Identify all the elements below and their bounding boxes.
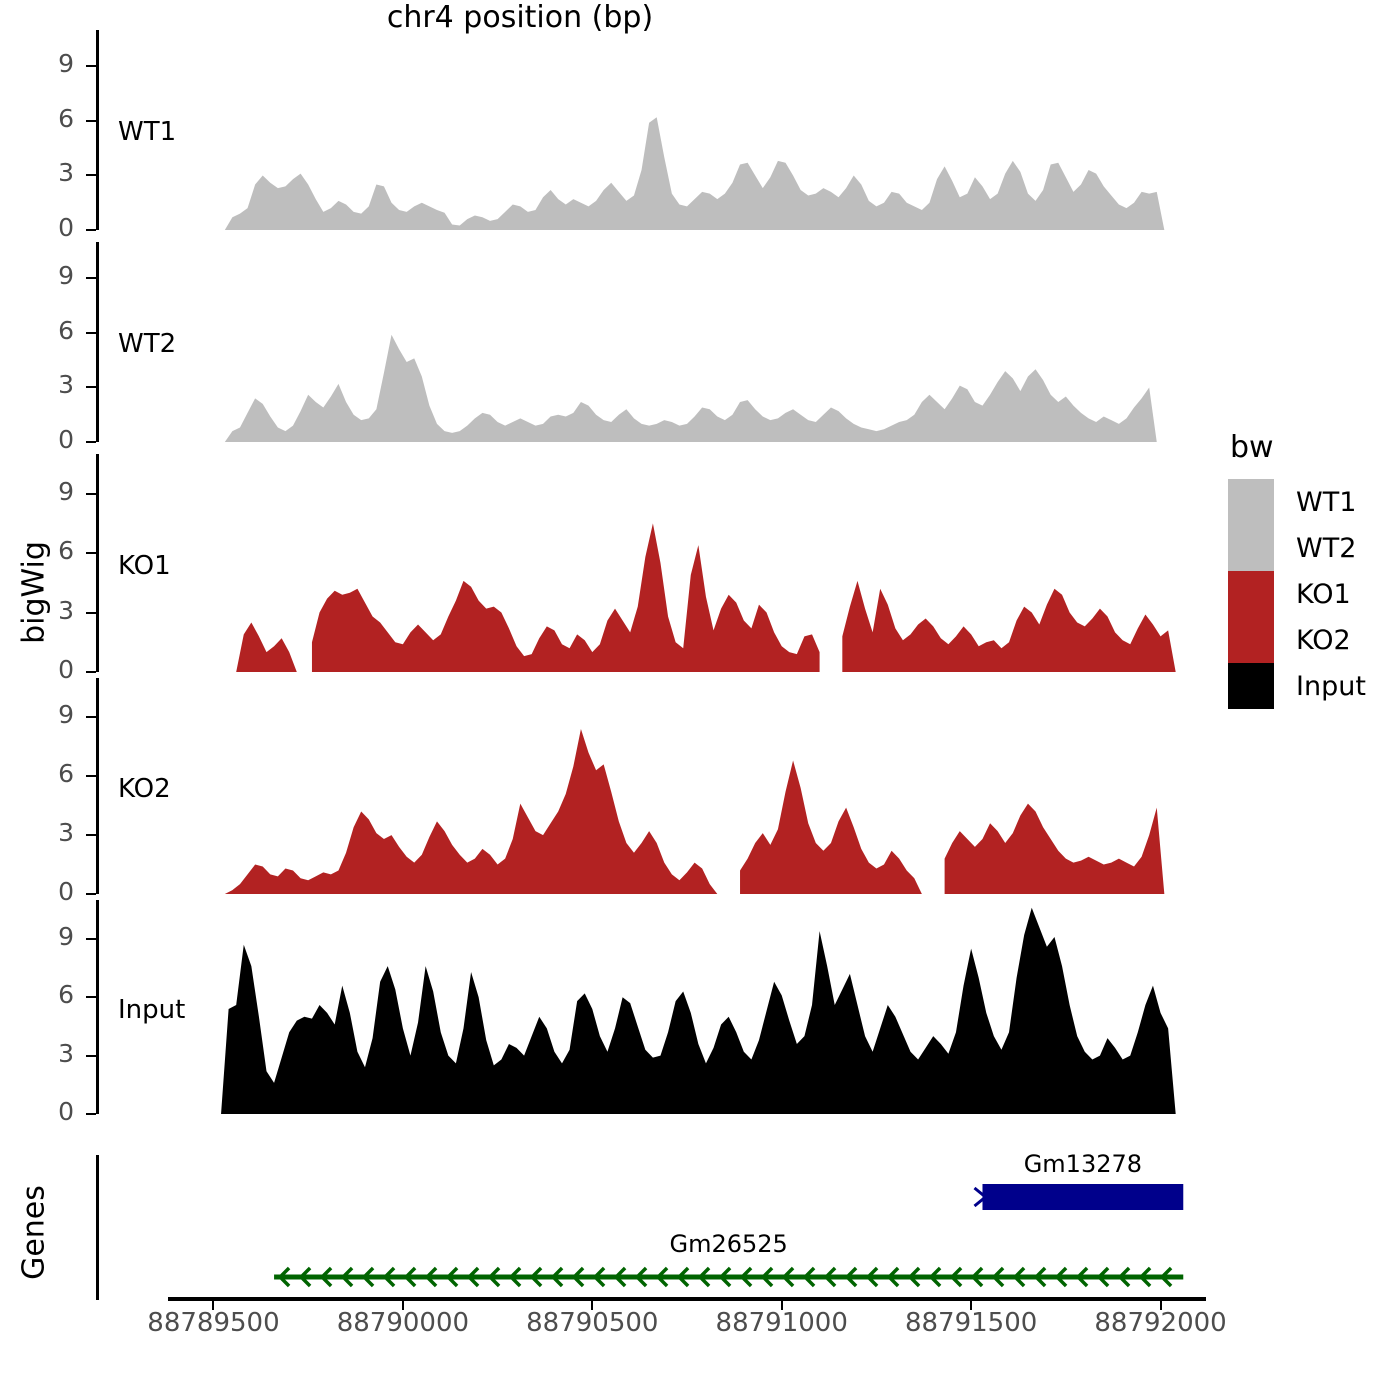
gene-strand-arrow: [613, 1266, 627, 1288]
gene-strand-arrow: [655, 1266, 669, 1288]
gene-strand-arrow: [424, 1266, 438, 1288]
gene-strand-arrow: [592, 1266, 606, 1288]
legend: bw WT1 WT2 KO1 KO2 Input: [1228, 430, 1366, 709]
gene-strand-arrow: [697, 1266, 711, 1288]
x-tick: [1159, 1301, 1162, 1310]
gene-strand-arrow: [1117, 1266, 1131, 1288]
x-tick: [970, 1301, 973, 1310]
legend-swatch-input: [1228, 663, 1274, 709]
legend-item-wt2[interactable]: WT2: [1228, 525, 1366, 571]
gene-strand-arrow: [634, 1266, 648, 1288]
gene-strand-arrow: [991, 1266, 1005, 1288]
gene-strand-arrow: [445, 1266, 459, 1288]
gene-strand-arrow: [550, 1266, 564, 1288]
gene-strand-arrow: [928, 1266, 942, 1288]
x-tick-label: 88789500: [147, 1308, 280, 1338]
legend-swatch-ko2: [1228, 617, 1274, 663]
gene-strand-arrow: [970, 1266, 984, 1288]
x-tick-label: 88790500: [526, 1308, 659, 1338]
gene-strand-arrow: [973, 1186, 988, 1208]
gene-strand-arrow: [760, 1266, 774, 1288]
x-axis-title: chr4 position (bp): [386, 0, 654, 35]
gene-strand-arrow: [319, 1266, 333, 1288]
genes-axis-line: [96, 1155, 99, 1300]
x-tick: [591, 1301, 594, 1310]
x-tick-label: 88790000: [336, 1308, 470, 1338]
gene-strand-arrow: [1159, 1266, 1173, 1288]
legend-item-wt1[interactable]: WT1: [1228, 479, 1366, 525]
gene-strand-arrow: [487, 1266, 501, 1288]
legend-swatch-ko1: [1228, 571, 1274, 617]
x-tick: [780, 1301, 783, 1310]
gene-strand-arrow: [340, 1266, 354, 1288]
legend-swatch-wt2: [1228, 525, 1274, 571]
gene-strand-arrow: [403, 1266, 417, 1288]
gene-strand-arrow: [1138, 1266, 1152, 1288]
legend-item-ko1[interactable]: KO1: [1228, 571, 1366, 617]
gene-strand-arrow: [1096, 1266, 1110, 1288]
legend-label-ko2: KO2: [1296, 624, 1351, 656]
gene-label-gm13278: Gm13278: [1023, 1150, 1143, 1178]
gene-strand-arrow: [529, 1266, 543, 1288]
legend-label-input: Input: [1296, 670, 1366, 702]
x-tick: [401, 1301, 404, 1310]
gene-strand-arrow: [466, 1266, 480, 1288]
gene-strand-arrow: [571, 1266, 585, 1288]
gene-strand-arrow: [886, 1266, 900, 1288]
gene-block-gm13278[interactable]: [982, 1184, 1184, 1210]
legend-item-input[interactable]: Input: [1228, 663, 1366, 709]
x-tick: [212, 1301, 215, 1310]
x-tick-label: 88792000: [1094, 1308, 1227, 1338]
gene-strand-arrow: [907, 1266, 921, 1288]
legend-label-wt2: WT2: [1296, 532, 1357, 564]
legend-title: bw: [1230, 430, 1274, 465]
legend-label-ko1: KO1: [1296, 578, 1351, 610]
gene-strand-arrow: [298, 1266, 312, 1288]
gene-strand-arrow: [1075, 1266, 1089, 1288]
gene-strand-arrow: [1054, 1266, 1068, 1288]
gene-strand-arrow: [277, 1266, 291, 1288]
gene-strand-arrow: [1033, 1266, 1047, 1288]
gene-strand-arrow: [1012, 1266, 1026, 1288]
legend-item-ko2[interactable]: KO2: [1228, 617, 1366, 663]
gene-strand-arrow: [949, 1266, 963, 1288]
gene-strand-arrow: [781, 1266, 795, 1288]
gene-strand-arrow: [844, 1266, 858, 1288]
gene-strand-arrow: [823, 1266, 837, 1288]
x-tick-label: 88791500: [904, 1308, 1038, 1338]
gene-strand-arrow: [382, 1266, 396, 1288]
gene-strand-arrow: [361, 1266, 375, 1288]
gene-strand-arrow: [508, 1266, 522, 1288]
x-tick-label: 88791000: [715, 1308, 848, 1338]
gene-strand-arrow: [802, 1266, 816, 1288]
x-axis-line: [168, 1297, 1206, 1301]
legend-items: WT1 WT2 KO1 KO2 Input: [1228, 479, 1366, 709]
gene-label-gm26525: Gm26525: [669, 1230, 788, 1258]
legend-swatch-wt1: [1228, 479, 1274, 525]
gene-strand-arrow: [865, 1266, 879, 1288]
gene-strand-arrow: [718, 1266, 732, 1288]
gene-strand-arrow: [676, 1266, 690, 1288]
legend-label-wt1: WT1: [1296, 486, 1357, 518]
gene-strand-arrow: [739, 1266, 753, 1288]
